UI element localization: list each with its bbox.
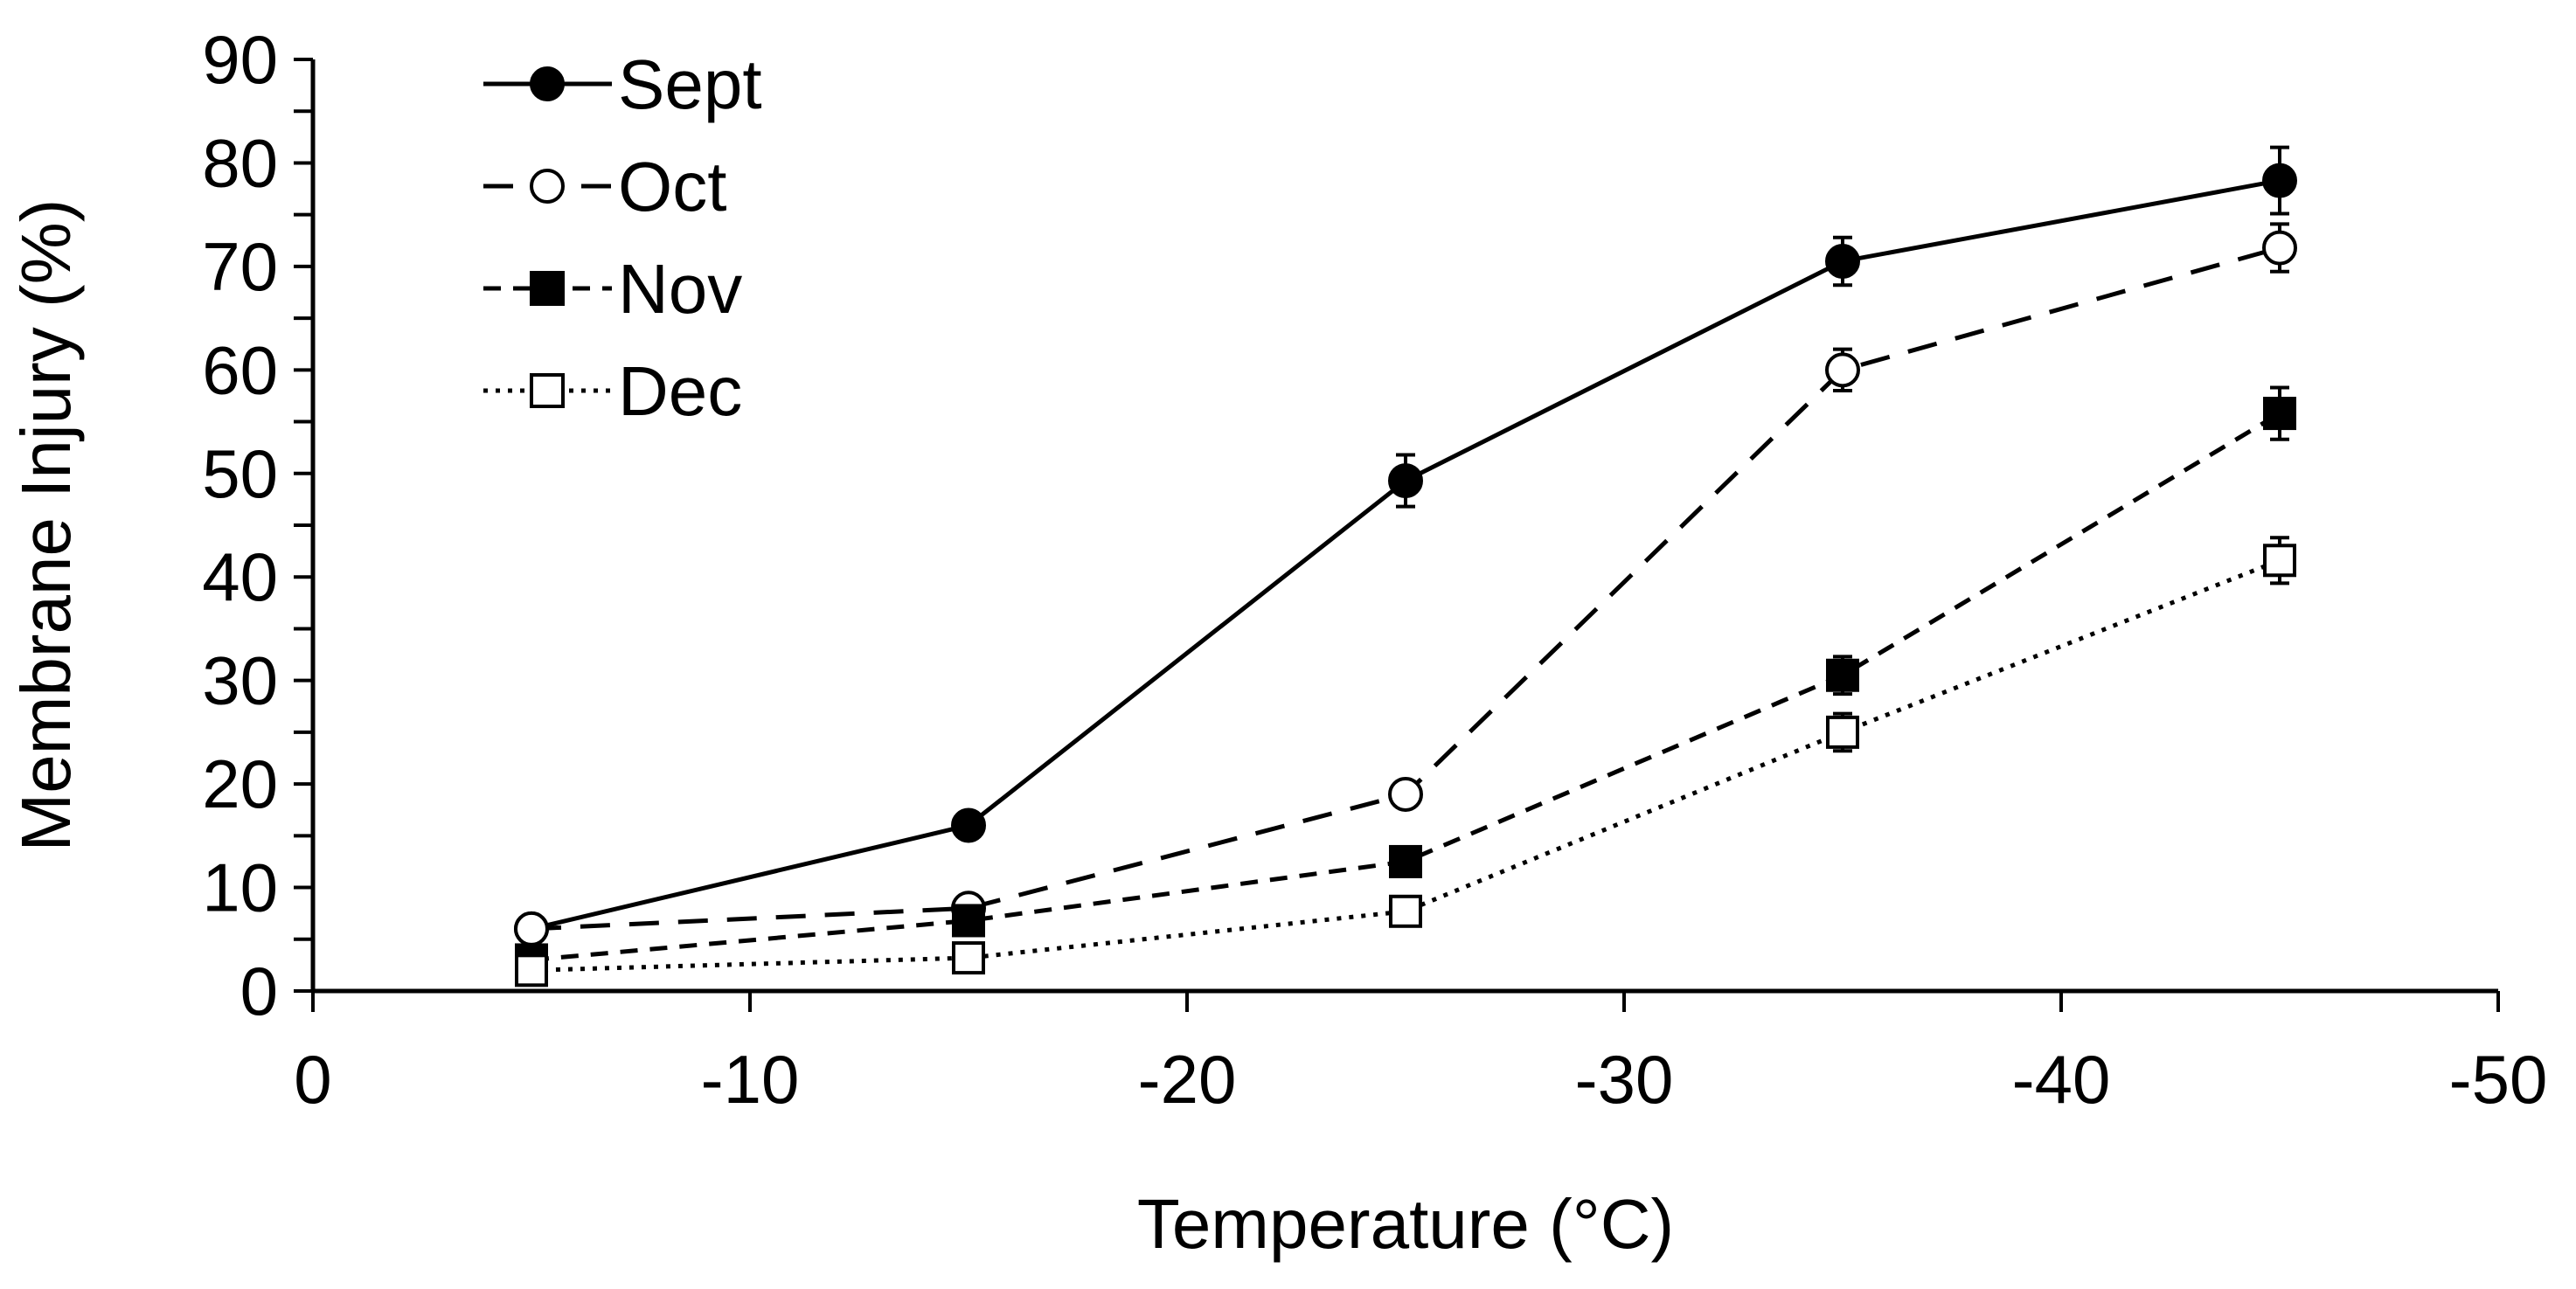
data-point [2262, 163, 2297, 198]
legend-item-sept: Sept [483, 45, 762, 123]
series-nov [515, 385, 2296, 977]
data-point [514, 911, 549, 946]
legend-marker [530, 66, 565, 101]
data-point [952, 941, 985, 975]
legend-marker [530, 271, 565, 306]
data-point [1825, 243, 1860, 279]
data-point [1389, 894, 1422, 928]
legend-item-oct: Oct [483, 148, 726, 225]
data-point [1388, 463, 1423, 499]
data-point [2263, 544, 2296, 578]
series-line [531, 246, 2281, 932]
x-tick-label: -30 [1575, 1041, 1674, 1118]
y-tick-label: 80 [202, 124, 278, 201]
x-tick-label: -20 [1138, 1041, 1237, 1118]
x-tick-label: -50 [2449, 1041, 2548, 1118]
data-point [952, 904, 985, 938]
x-tick-label: -10 [701, 1041, 800, 1118]
data-point [1826, 715, 1859, 749]
y-tick-label: 70 [202, 228, 278, 305]
y-tick-label: 20 [202, 745, 278, 822]
series-layer [514, 145, 2297, 988]
legend-label: Dec [618, 352, 742, 430]
legend-label: Sept [618, 45, 762, 123]
x-tick-label: 0 [294, 1041, 331, 1118]
data-point [2262, 230, 2297, 266]
y-tick-label: 60 [202, 331, 278, 408]
data-point [1389, 844, 1422, 878]
series-oct [514, 222, 2297, 946]
y-tick-label: 30 [202, 642, 278, 719]
legend-label: Nov [618, 250, 742, 328]
legend-label: Oct [618, 148, 726, 225]
legend: Sept Oct Nov Dec [483, 45, 762, 430]
y-axis-title: Membrane Injury (%) [7, 199, 85, 852]
data-point [1826, 658, 1859, 692]
axes: 0 10 20 30 40 50 60 70 80 90 0 -10 -20 -30 -40 -50 [202, 21, 2547, 1118]
series-line [531, 411, 2281, 962]
y-tick-label: 40 [202, 538, 278, 615]
legend-marker [530, 373, 565, 408]
series-line [531, 558, 2281, 973]
legend-marker [530, 169, 565, 204]
data-point [1388, 776, 1423, 812]
legend-item-dec: Dec [483, 352, 742, 430]
series-dec [515, 536, 2296, 988]
data-point [951, 807, 986, 843]
data-point [1825, 352, 1860, 388]
legend-item-nov: Nov [483, 250, 742, 328]
y-tick-label: 50 [202, 435, 278, 512]
data-point [515, 953, 548, 988]
x-tick-label: -40 [2012, 1041, 2111, 1118]
y-tick-label: 10 [202, 849, 278, 926]
x-axis-title: Temperature (°C) [1137, 1185, 1674, 1263]
data-point [2263, 397, 2296, 431]
series-line [531, 178, 2281, 932]
y-tick-label: 90 [202, 21, 278, 98]
series-sept [514, 145, 2297, 946]
y-tick-label: 0 [240, 953, 278, 1029]
